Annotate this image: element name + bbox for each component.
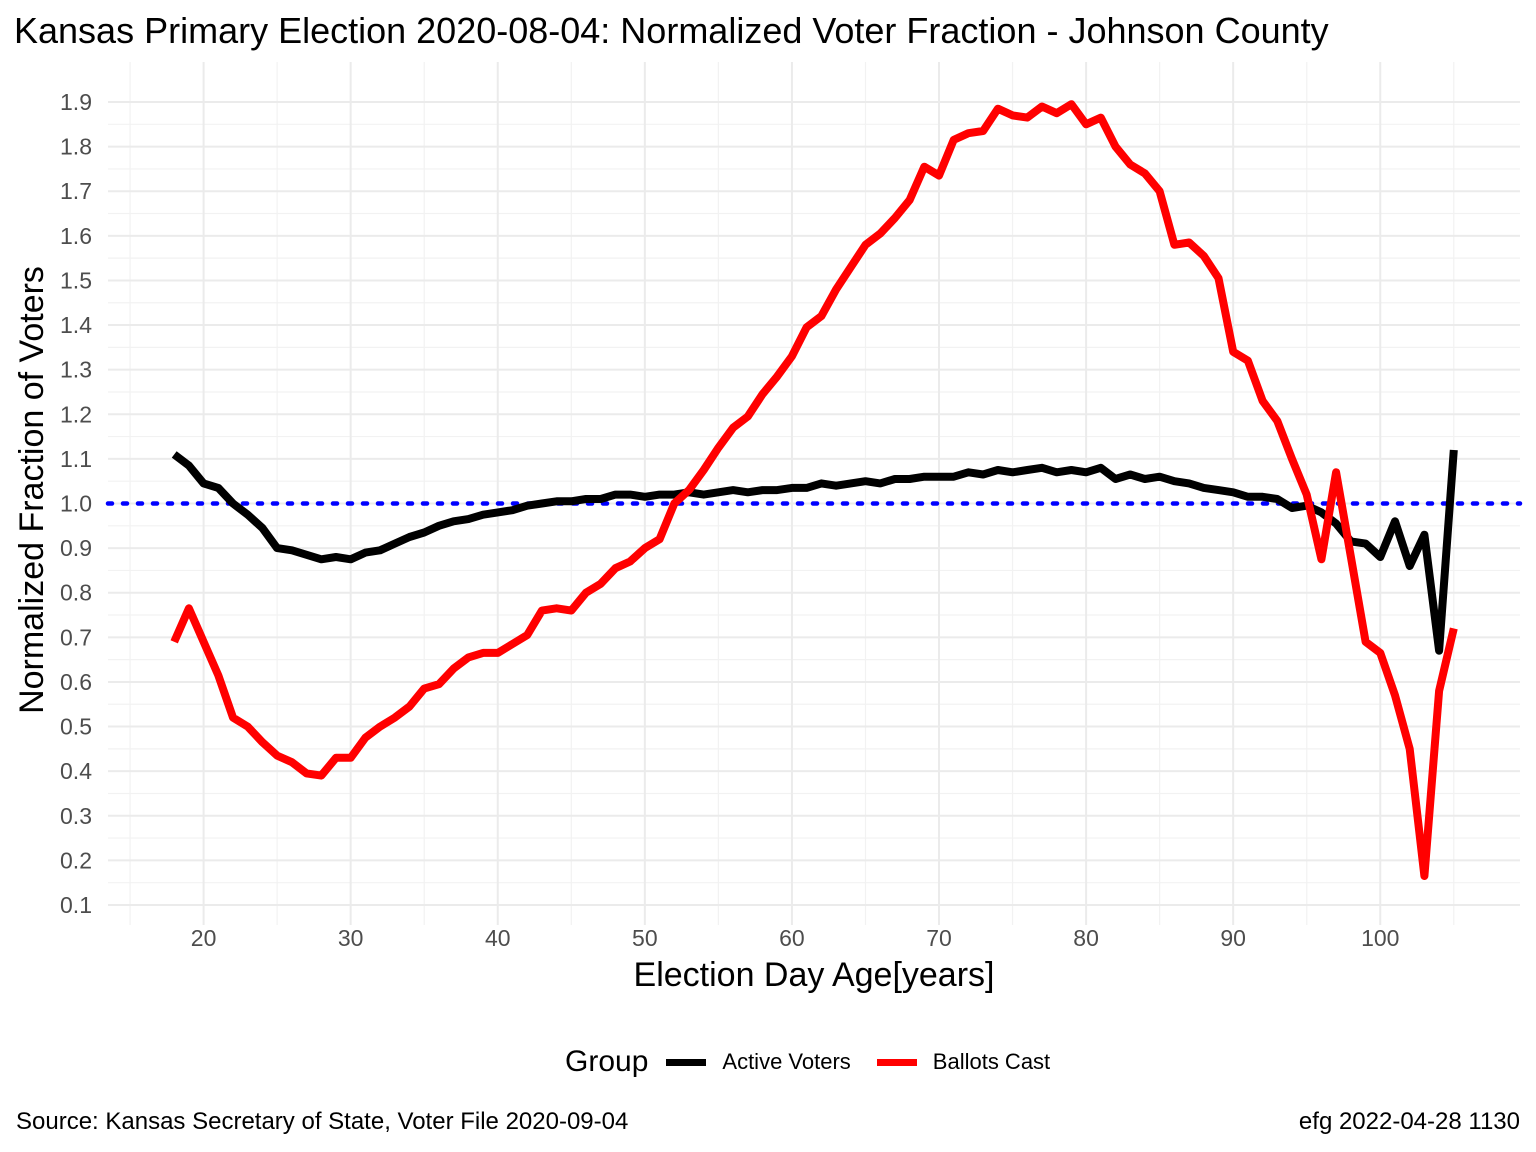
y-axis-ticks: 0.1 0.2 0.3 0.4 0.5 0.6 0.7 0.8 0.9 1.0 1.1 1.2 1.3 1…: [60, 89, 92, 918]
x-tick-label: 70: [926, 925, 952, 951]
y-axis-label: Normalized Fraction of Voters: [13, 266, 51, 714]
y-tick-label: 0.5: [60, 714, 92, 740]
source-caption: Source: Kansas Secretary of State, Voter…: [16, 1108, 629, 1135]
chart-title: Kansas Primary Election 2020-08-04: Norm…: [14, 10, 1329, 51]
legend-key-active-voters: [666, 1058, 707, 1066]
legend: Group Active Voters Ballots Cast: [565, 1042, 1076, 1082]
legend-label-ballots-cast: Ballots Cast: [932, 1049, 1051, 1074]
x-tick-label: 50: [632, 925, 658, 951]
y-tick-label: 1.3: [60, 357, 92, 383]
y-tick-label: 0.6: [60, 669, 92, 695]
y-tick-label: 1.9: [60, 89, 92, 115]
y-tick-label: 1.0: [60, 491, 92, 517]
x-tick-label: 80: [1073, 925, 1099, 951]
series-line-active-voters: [171, 449, 1458, 655]
series-line-ballots-cast: [170, 100, 1458, 880]
x-tick-label: 40: [485, 925, 511, 951]
y-tick-label: 1.2: [60, 401, 92, 427]
y-tick-label: 0.2: [60, 847, 92, 873]
legend-label-active-voters: Active Voters: [722, 1049, 851, 1074]
x-tick-label: 20: [191, 925, 217, 951]
x-tick-label: 30: [338, 925, 364, 951]
y-tick-label: 1.1: [60, 446, 92, 472]
y-tick-label: 0.7: [60, 624, 92, 650]
y-tick-label: 1.5: [60, 267, 92, 293]
y-tick-label: 0.1: [60, 892, 92, 918]
y-tick-label: 1.6: [60, 223, 92, 249]
y-tick-label: 0.8: [60, 580, 92, 606]
x-tick-label: 90: [1220, 925, 1246, 951]
y-tick-label: 1.8: [60, 134, 92, 160]
author-caption: efg 2022-04-28 1130: [1298, 1108, 1520, 1135]
legend-title: Group: [565, 1045, 649, 1078]
y-tick-label: 0.9: [60, 535, 92, 561]
x-axis-label: Election Day Age[years]: [634, 956, 995, 994]
y-tick-label: 1.4: [60, 312, 92, 338]
x-tick-label: 60: [779, 925, 805, 951]
y-tick-label: 0.4: [60, 758, 92, 784]
series-group: [170, 100, 1458, 880]
y-tick-label: 1.7: [60, 178, 92, 204]
y-tick-label: 0.3: [60, 803, 92, 829]
x-tick-label: 100: [1361, 925, 1399, 951]
x-axis-ticks: 20 30 40 50 60 70 80 90 100: [191, 925, 1400, 951]
legend-key-ballots-cast: [876, 1058, 917, 1066]
